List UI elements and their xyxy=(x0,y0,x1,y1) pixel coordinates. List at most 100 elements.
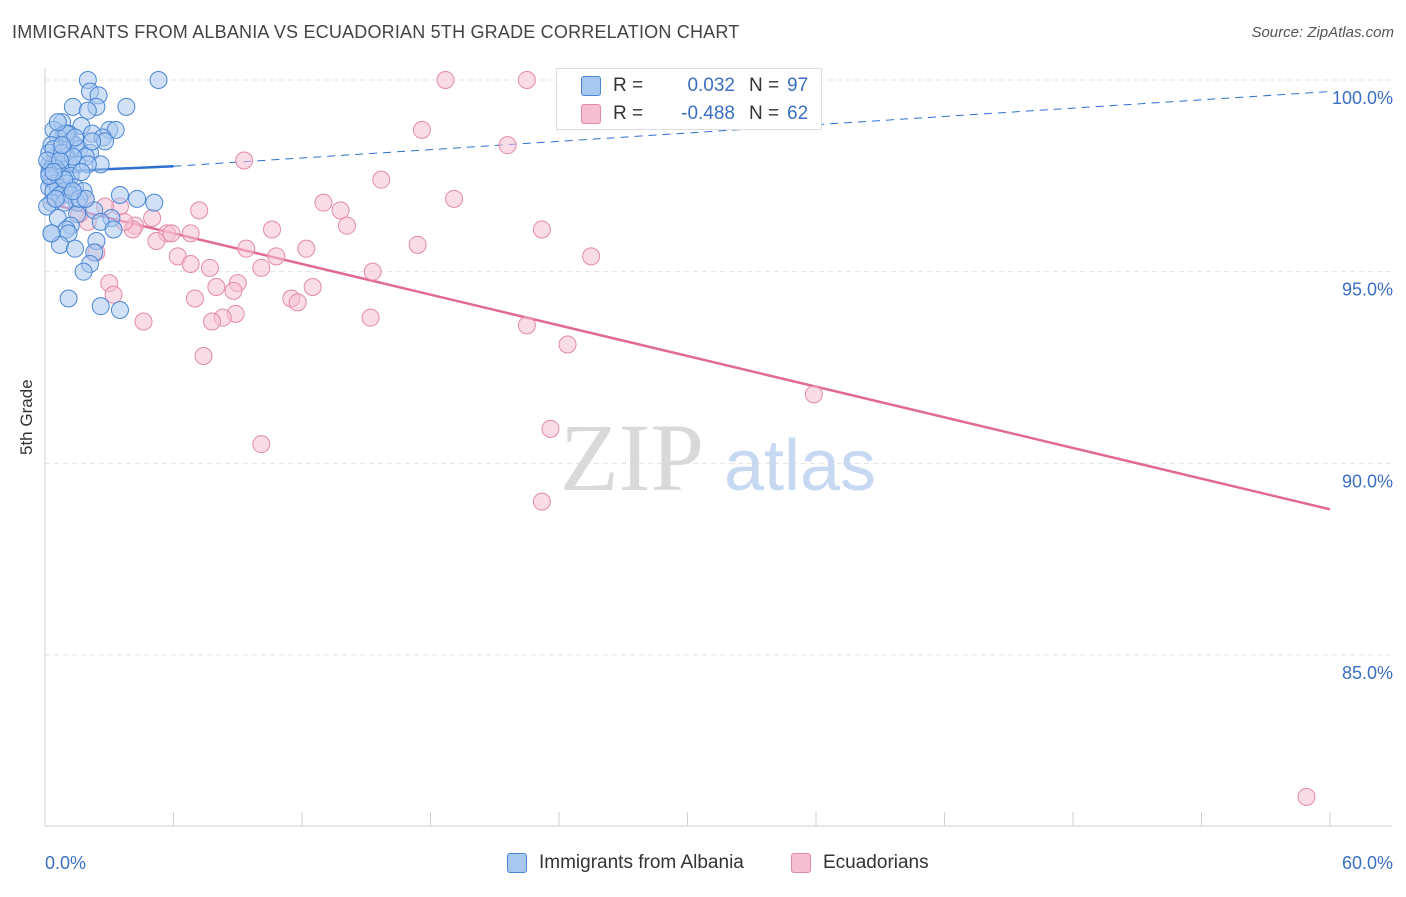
ecuadorians-point xyxy=(361,308,380,327)
ecuadorians-point xyxy=(337,216,356,235)
albania-point xyxy=(72,163,91,181)
ecuadorians-point xyxy=(185,289,204,308)
ecuadorians-point xyxy=(200,258,219,277)
watermark: ZIP atlas xyxy=(560,404,876,511)
y-tick-label: 85.0% xyxy=(1342,663,1393,683)
n-label: N = xyxy=(749,103,780,124)
albania-point xyxy=(110,301,129,319)
ecuadorians-point xyxy=(181,255,200,273)
ecuadorians-point xyxy=(436,71,455,89)
legend-item-albania[interactable]: Immigrants from Albania xyxy=(507,852,744,874)
ecuadorians-point xyxy=(288,293,307,312)
albania-point xyxy=(48,113,67,132)
ecuadorians-point xyxy=(412,120,431,139)
albania-point xyxy=(59,289,78,308)
legend-swatch-ecuadorians xyxy=(791,853,811,873)
r-value: 0.032 xyxy=(687,75,735,96)
axes xyxy=(44,68,1392,827)
ecuadorians-point xyxy=(532,492,551,511)
x-tick-label: 0.0% xyxy=(45,853,86,873)
albania-point xyxy=(110,186,129,204)
stats-row-albania: R = 0.032 N = 97 xyxy=(581,74,808,98)
bottom-legend: Immigrants from Albania Ecuadorians xyxy=(0,850,1406,880)
albania-point xyxy=(74,262,93,281)
albania-point xyxy=(91,297,110,316)
ecuadorians-point xyxy=(252,435,271,454)
source-label: Source: ZipAtlas.com xyxy=(1251,24,1394,41)
r-value: -0.488 xyxy=(681,103,735,124)
ecuadorians-point xyxy=(134,312,153,331)
ecuadorians-point xyxy=(267,247,286,266)
ecuadorians-point xyxy=(517,316,536,335)
ecuadorians-point xyxy=(314,193,333,212)
ecuadorians-points xyxy=(44,71,1316,806)
y-tick-label: 90.0% xyxy=(1342,471,1393,491)
ecuadorians-point xyxy=(181,224,200,243)
ecuadorians-point xyxy=(408,235,427,254)
tick-labels: 85.0% 90.0% 95.0% 100.0% 0.0% 60.0% xyxy=(45,88,1393,873)
r-label: R = xyxy=(613,75,644,96)
albania-point xyxy=(83,132,102,151)
legend-label-ecuadorians: Ecuadorians xyxy=(823,852,929,873)
y-tick-label: 100.0% xyxy=(1332,88,1393,108)
ecuadorians-point xyxy=(445,189,464,208)
albania-point xyxy=(46,189,65,208)
ecuadorians-point xyxy=(263,220,282,239)
n-label: N = xyxy=(749,75,780,96)
albania-point xyxy=(63,97,82,116)
ecuadorians-point xyxy=(517,71,536,89)
albania-point xyxy=(78,101,97,120)
y-tick-label: 95.0% xyxy=(1342,280,1393,300)
y-axis-label: 5th Grade xyxy=(17,379,36,455)
ecuadorians-point xyxy=(582,247,601,266)
legend-item-ecuadorians[interactable]: Ecuadorians xyxy=(791,852,929,874)
ecuadorians-point xyxy=(104,285,123,304)
watermark-atlas: atlas xyxy=(724,426,876,506)
ecuadorians-point xyxy=(224,281,243,300)
ecuadorians-point xyxy=(303,278,322,296)
ecuadorians-point xyxy=(162,224,181,243)
albania-point xyxy=(117,97,136,116)
ecuadorians-point xyxy=(532,220,551,239)
r-label: R = xyxy=(613,103,644,124)
legend-swatch-albania xyxy=(507,853,527,873)
ecuadorians-point xyxy=(804,385,823,404)
albania-swatch xyxy=(581,76,601,96)
albania-points xyxy=(38,71,168,319)
albania-point xyxy=(145,193,164,212)
albania-point xyxy=(53,136,72,155)
ecuadorians-point xyxy=(372,170,391,189)
ecuadorians-point xyxy=(252,258,271,277)
ecuador-swatch xyxy=(581,104,601,124)
albania-point xyxy=(65,239,84,258)
ecuadorians-point xyxy=(331,201,350,220)
ecuadorians-point xyxy=(143,209,162,227)
n-value: 97 xyxy=(787,75,809,96)
ecuadorians-trend-line xyxy=(44,201,1331,511)
ecuadorians-point xyxy=(297,239,316,258)
ecuadorians-point xyxy=(194,347,213,365)
ecuadorians-point xyxy=(558,335,577,354)
ecuadorians-point xyxy=(147,232,166,250)
chart-title: IMMIGRANTS FROM ALBANIA VS ECUADORIAN 5T… xyxy=(12,22,740,42)
albania-point xyxy=(104,220,123,239)
stats-legend: R = 0.032 N = 97 R = -0.488 N = 62 xyxy=(556,68,822,130)
stats-row-ecuador: R = -0.488 N = 62 xyxy=(581,102,808,126)
ecuadorians-point xyxy=(363,262,382,281)
x-tick-label: 60.0% xyxy=(1342,853,1393,873)
albania-point xyxy=(149,71,168,89)
albania-point xyxy=(63,182,82,201)
albania-point xyxy=(44,163,63,181)
ecuadorians-point xyxy=(207,278,226,296)
ecuadorians-point xyxy=(203,312,222,331)
albania-point xyxy=(128,189,147,208)
ecuadorians-point xyxy=(541,419,560,438)
ecuadorians-point xyxy=(235,151,254,170)
n-value: 62 xyxy=(787,103,809,124)
albania-point xyxy=(42,224,61,243)
legend-label-albania: Immigrants from Albania xyxy=(539,852,744,873)
ecuadorians-point xyxy=(237,239,256,258)
watermark-zip: ZIP xyxy=(560,404,704,511)
